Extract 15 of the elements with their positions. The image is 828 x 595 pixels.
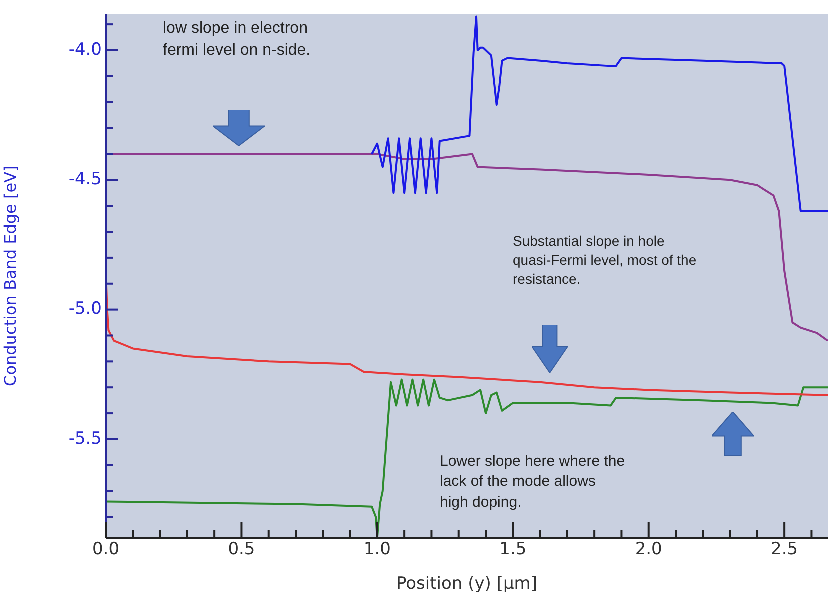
x-axis-title: Position (y) [µm] — [396, 574, 538, 594]
annotation: Lower slope here where the lack of the mode allows high doping. — [440, 452, 626, 512]
x-tick-label: 2.5 — [771, 540, 798, 560]
y-axis-title: Conduction Band Edge [eV] — [0, 166, 20, 386]
x-tick-label: 1.5 — [500, 540, 527, 560]
y-tick-label: -5.5 — [68, 428, 102, 449]
y-tick-label: -4.5 — [68, 170, 102, 190]
y-tick-label: -5.0 — [68, 299, 102, 320]
y-tick-label: -4.0 — [68, 40, 102, 60]
annotation: Substantial slope in hole quasi-Fermi level, most of the resistance. — [513, 232, 697, 289]
x-tick-label: 1.0 — [364, 540, 391, 560]
annotation: low slope in electron fermi level on n-side. — [163, 19, 311, 61]
x-tick-label: 0.0 — [92, 540, 120, 560]
x-tick-label: 0.5 — [228, 540, 256, 560]
x-tick-label: 2.0 — [635, 540, 662, 560]
